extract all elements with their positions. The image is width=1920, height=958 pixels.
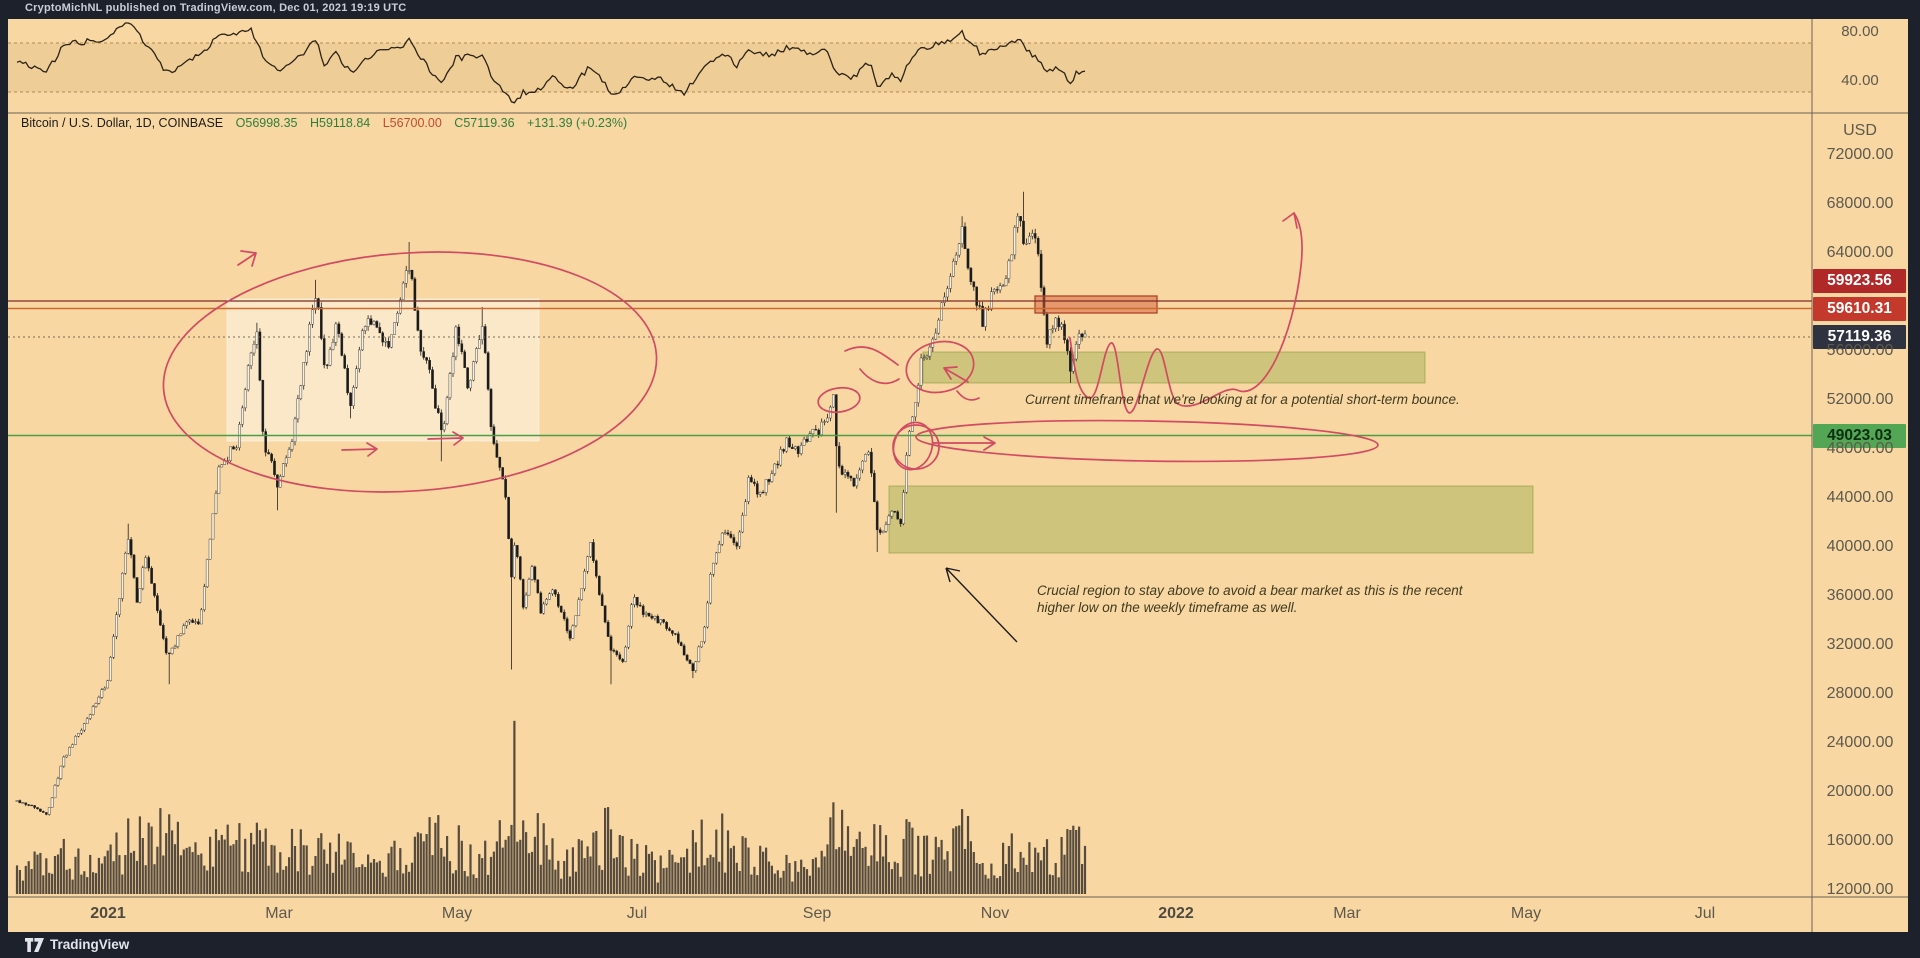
symbol-legend: Bitcoin / U.S. Dollar, 1D, COINBASE O569… bbox=[21, 116, 636, 130]
price-tick-label: 48000.00 bbox=[1826, 440, 1894, 457]
time-tick-label: Sep bbox=[802, 905, 832, 922]
price-tick-label: 32000.00 bbox=[1826, 636, 1894, 653]
time-tick-label: Jul bbox=[626, 905, 648, 922]
legend-close: C57119.36 bbox=[454, 116, 515, 130]
time-tick-label: Mar bbox=[265, 905, 293, 922]
attribution-text: CryptoMichNL published on TradingView.co… bbox=[25, 2, 407, 14]
price-tick-label: 56000.00 bbox=[1826, 342, 1894, 359]
last-price-badge: 57119.36 bbox=[1813, 325, 1906, 349]
price-tick-label: 68000.00 bbox=[1826, 195, 1894, 212]
currency-label: USD bbox=[1843, 122, 1877, 139]
annotation-bear-note-line2: higher low on the weekly timeframe as we… bbox=[1037, 600, 1298, 615]
time-tick-label: 2021 bbox=[90, 905, 126, 922]
time-tick-label: May bbox=[441, 905, 473, 922]
price-alert-badge-1: 59923.56 bbox=[1813, 269, 1906, 293]
symbol-title[interactable]: Bitcoin / U.S. Dollar, 1D, COINBASE bbox=[21, 116, 224, 130]
rsi-tick-80: 80.00 bbox=[1841, 23, 1879, 40]
legend-change: +131.39 (+0.23%) bbox=[527, 116, 628, 130]
price-alert-badge-2: 59610.31 bbox=[1813, 297, 1906, 321]
price-tick-label: 64000.00 bbox=[1826, 244, 1894, 261]
price-tick-label: 40000.00 bbox=[1826, 538, 1894, 555]
price-tick-label: 52000.00 bbox=[1826, 391, 1894, 408]
legend-high: H59118.84 bbox=[309, 116, 371, 130]
price-tick-label: 20000.00 bbox=[1826, 783, 1894, 800]
tradingview-logo-icon bbox=[25, 937, 44, 952]
tradingview-logo[interactable]: TradingView bbox=[25, 937, 129, 952]
legend-open: O56998.35 bbox=[235, 116, 298, 130]
annotation-bear-note-line1: Crucial region to stay above to avoid a … bbox=[1037, 583, 1463, 598]
time-tick-label: Jul bbox=[1694, 905, 1716, 922]
price-tick-label: 36000.00 bbox=[1826, 587, 1894, 604]
time-tick-label: 2022 bbox=[1158, 905, 1194, 922]
annotation-bounce-note: Current timeframe that we're looking at … bbox=[1025, 392, 1460, 407]
price-tick-label: 12000.00 bbox=[1826, 881, 1894, 898]
price-tick-label: 72000.00 bbox=[1826, 146, 1894, 163]
support-price-badge: 49023.03 bbox=[1813, 424, 1906, 448]
legend-low: L56700.00 bbox=[382, 116, 442, 130]
price-tick-label: 44000.00 bbox=[1826, 489, 1894, 506]
price-tick-label: 24000.00 bbox=[1826, 734, 1894, 751]
price-tick-label: 28000.00 bbox=[1826, 685, 1894, 702]
time-tick-label: May bbox=[1510, 905, 1542, 922]
tradingview-logo-text: TradingView bbox=[50, 937, 130, 952]
time-tick-label: Nov bbox=[980, 905, 1010, 922]
attribution-bar: CryptoMichNL published on TradingView.co… bbox=[0, 0, 1920, 19]
rsi-tick-40: 40.00 bbox=[1841, 72, 1879, 89]
footer-bar: TradingView bbox=[0, 932, 1920, 958]
price-tick-label: 16000.00 bbox=[1826, 832, 1894, 849]
time-tick-label: Mar bbox=[1333, 905, 1361, 922]
